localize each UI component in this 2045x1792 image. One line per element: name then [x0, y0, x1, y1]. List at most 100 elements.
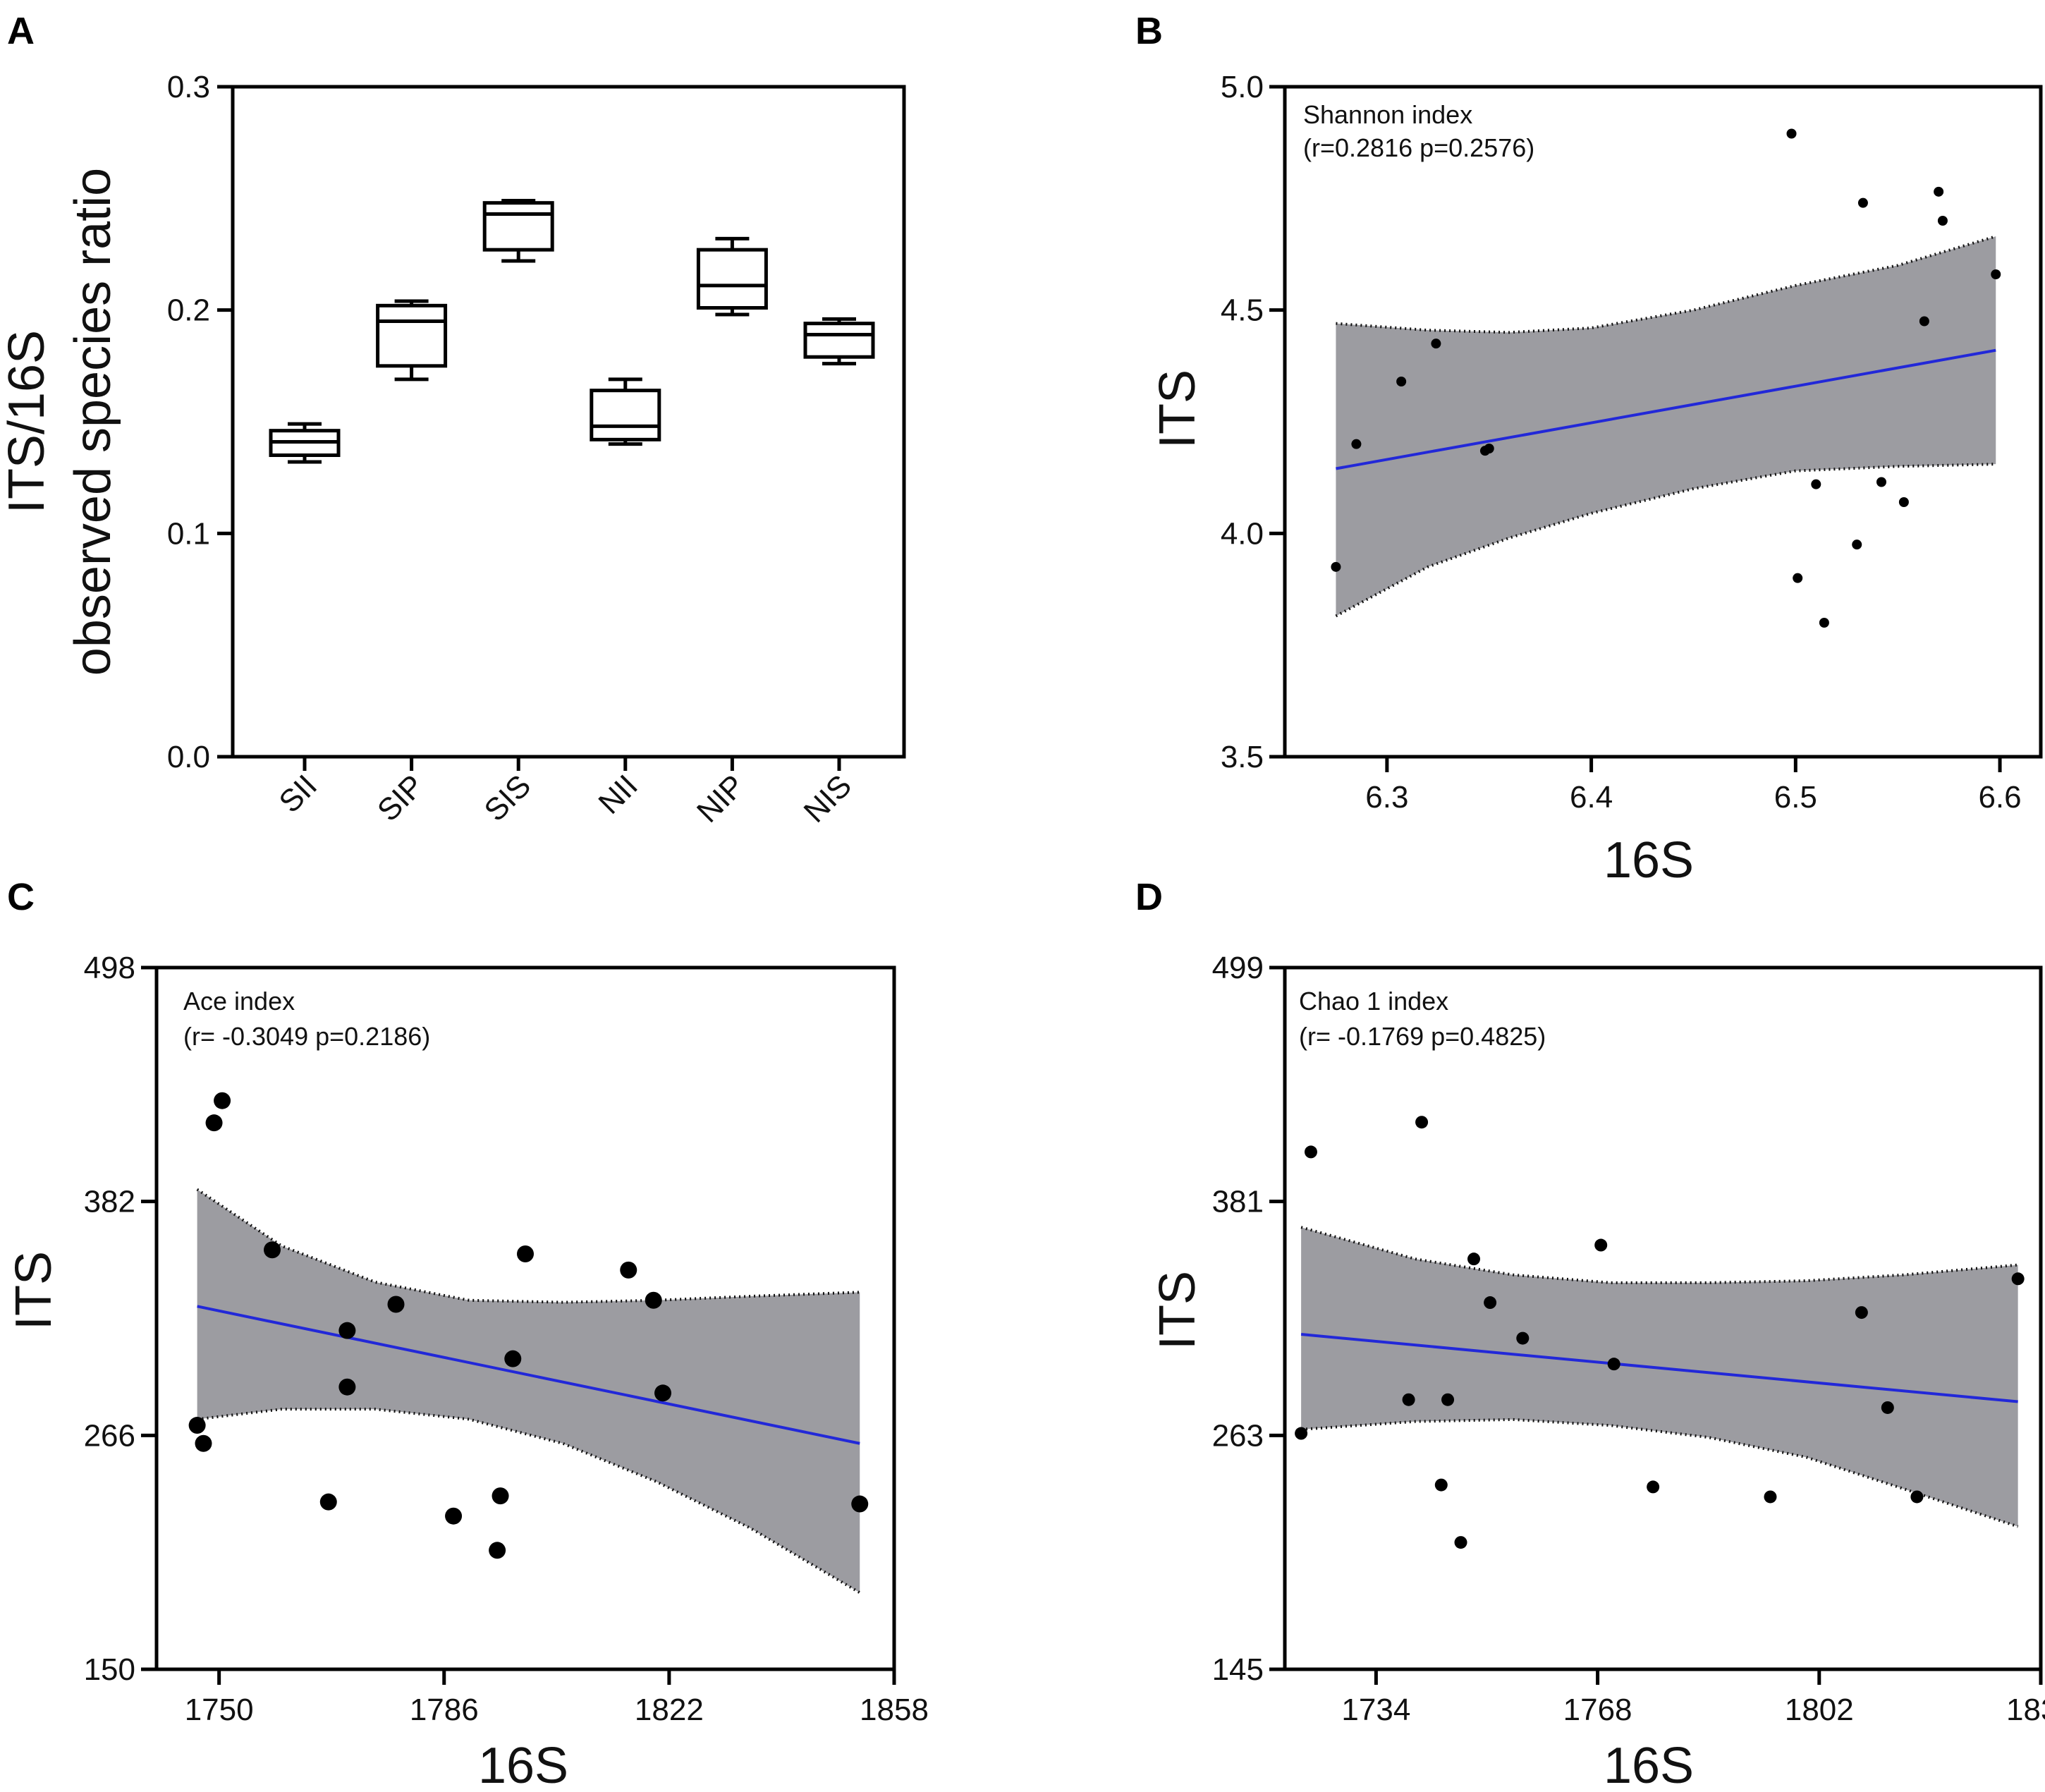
panel-c-band-lower	[197, 1408, 861, 1595]
panel-b-x-tick-label: 6.6	[1978, 780, 2021, 815]
panel-d-x-tick-label: 1802	[1785, 1693, 1854, 1727]
panel-c-x-tick-label: 1786	[410, 1693, 479, 1727]
panel-b-regression-line	[1336, 348, 1996, 470]
panel-c-data-point	[338, 1378, 356, 1396]
panel-b-data-point	[1484, 444, 1494, 453]
panel-c-y-label: ITS	[6, 1251, 62, 1330]
panel-b-data-point	[1811, 479, 1821, 489]
panel-b-y-ticks: 3.5 4.0 4.5 5.0	[1221, 70, 1285, 774]
panel-b-data-point	[1786, 128, 1797, 139]
panel-b-data-point	[1934, 186, 1944, 197]
panel-b-scatter: 3.54.04.55.0 6.3 6.4 6.5 6.6 Shannon index …	[1149, 70, 2043, 889]
panel-d-band-upper	[1300, 1226, 2018, 1284]
panel-a-box-sis	[482, 199, 554, 263]
panel-d-scatter: 145 263 381 499 1734 1768 1802 1836 Chao 1 ind…	[1149, 951, 2045, 1792]
panel-a-box-body	[376, 303, 448, 368]
panel-b-y-tick-label: 4.0	[1221, 516, 1264, 551]
panel-c-x-ticks: 1750 1786 1822 1858	[185, 1669, 929, 1727]
panel-b-y-tick-label: 5.0	[1221, 70, 1264, 104]
panel-d-data-point	[1484, 1296, 1497, 1310]
panel-d-data-point	[2011, 1272, 2025, 1286]
panel-c-annotation-stats: (r= -0.3049 p=0.2186)	[183, 1022, 430, 1051]
panel-d-regression-line	[1300, 1332, 2018, 1403]
panel-b-band-lower	[1335, 463, 1996, 618]
panel-d-data-point	[1910, 1490, 1924, 1504]
panel-c-data-point	[654, 1384, 672, 1402]
panel-c-annotation-title: Ace index	[183, 987, 295, 1016]
panel-d-annotation-title: Chao 1 index	[1299, 987, 1448, 1016]
panel-b-x-tick-label: 6.4	[1570, 780, 1613, 815]
panel-c-x-tick-label: 1822	[635, 1693, 704, 1727]
panel-b-data-point	[1431, 339, 1441, 349]
panel-c-x-tick-label: 1750	[185, 1693, 254, 1727]
panel-b-data-point	[1819, 618, 1829, 628]
panel-d-data-point	[1434, 1478, 1448, 1492]
panel-a-y-label-line2: observed species ratio	[65, 168, 121, 676]
panel-c-data-point	[319, 1493, 337, 1511]
panel-d-data-point	[1441, 1393, 1455, 1406]
panel-d-plot-frame	[1283, 965, 2043, 1671]
panel-d-data-point	[1607, 1358, 1620, 1371]
panel-d-data-point	[1304, 1145, 1317, 1159]
panel-b-points	[1331, 128, 2001, 628]
panel-label-c: C	[7, 876, 35, 918]
panel-b-x-tick-label: 6.3	[1365, 780, 1408, 815]
panel-b-confidence-band	[1335, 235, 1996, 618]
panel-a-y-tick-label: 0.0	[167, 740, 210, 774]
panel-d-data-point	[1764, 1490, 1777, 1504]
panel-c-band-upper	[196, 1188, 860, 1304]
panel-d-y-label: ITS	[1149, 1271, 1206, 1350]
panel-a-box-sip	[376, 299, 448, 382]
panel-b-x-tick-label: 6.5	[1774, 780, 1817, 815]
panel-c-fit-line	[197, 1305, 860, 1445]
panel-a-box-body	[803, 322, 875, 359]
panel-d-y-tick-label: 145	[1212, 1652, 1264, 1687]
panel-b-data-point	[1793, 573, 1803, 583]
panel-d-data-point	[1415, 1116, 1429, 1129]
panel-a-plot-frame	[231, 85, 906, 759]
panel-c-y-tick-label: 266	[84, 1418, 135, 1453]
panel-d-data-point	[1454, 1536, 1467, 1549]
panel-b-data-point	[1898, 497, 1909, 507]
panel-d-data-point	[1295, 1427, 1308, 1440]
panel-c-y-tick-label: 498	[84, 951, 135, 985]
panel-c-plot-frame	[154, 965, 896, 1671]
panel-d-data-point	[1594, 1238, 1608, 1252]
panel-c-data-point	[445, 1507, 463, 1525]
panel-a-box-nii	[590, 377, 661, 446]
panel-b-x-ticks: 6.3 6.4 6.5 6.6	[1365, 757, 2022, 815]
panel-d-x-tick-label: 1734	[1341, 1693, 1410, 1727]
panel-b-x-label: 16S	[1604, 832, 1694, 889]
panel-d-data-point	[1467, 1252, 1480, 1266]
panel-d-y-tick-label: 381	[1212, 1185, 1264, 1219]
panel-a-y-ticks: 0.0 0.1 0.2 0.3	[167, 70, 233, 774]
panel-a-y-tick-label: 0.3	[167, 70, 210, 104]
panel-c-data-point	[620, 1261, 637, 1279]
panel-c-data-point	[214, 1092, 231, 1109]
panel-c-data-point	[489, 1542, 506, 1559]
panel-a-box-sii	[269, 422, 341, 464]
panel-c-data-point	[492, 1487, 509, 1505]
panel-d-points	[1295, 1116, 2025, 1549]
panel-c-data-point	[517, 1245, 534, 1263]
panel-c-data-point	[645, 1291, 662, 1309]
panel-a-box-body	[590, 389, 661, 441]
panel-b-y-label: ITS	[1149, 370, 1206, 449]
panel-d-fit-line	[1300, 1332, 2018, 1403]
panel-b-y-tick-label: 3.5	[1221, 740, 1264, 774]
panel-a-box-body	[696, 248, 768, 310]
panel-a-box-body	[482, 201, 554, 252]
panel-a-y-label-line1: ITS/16S	[0, 330, 55, 513]
panel-d-y-ticks: 145 263 381 499	[1212, 951, 1285, 1687]
panel-c-data-point	[263, 1241, 281, 1259]
panel-b-data-point	[1991, 269, 2001, 279]
panel-a-box-nip	[696, 236, 768, 317]
panel-b-data-point	[1396, 377, 1407, 386]
panel-b-plot-frame	[1283, 85, 2043, 759]
panel-b-data-point	[1919, 316, 1929, 327]
panel-c-y-ticks: 150 266 382 498	[84, 951, 157, 1687]
panel-b-annotation-stats: (r=0.2816 p=0.2576)	[1303, 133, 1534, 162]
panel-b-data-point	[1852, 540, 1862, 550]
